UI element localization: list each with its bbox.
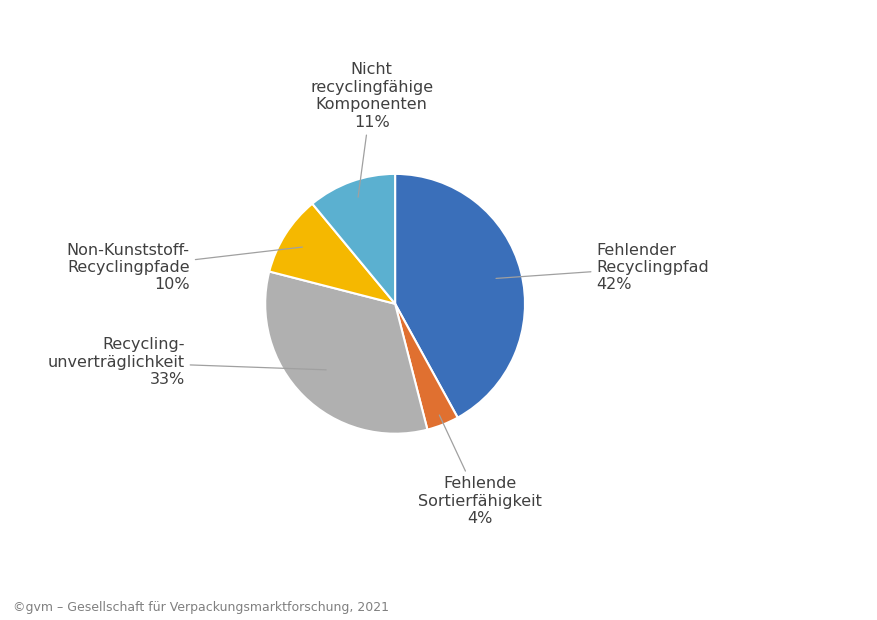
Text: Fehlender
Recyclingpfad
42%: Fehlender Recyclingpfad 42% xyxy=(496,242,709,292)
Wedge shape xyxy=(395,174,524,418)
Text: Non-Kunststoff-
Recyclingpfade
10%: Non-Kunststoff- Recyclingpfade 10% xyxy=(67,242,302,292)
Wedge shape xyxy=(265,272,427,434)
Text: Fehlende
Sortierfähigkeit
4%: Fehlende Sortierfähigkeit 4% xyxy=(417,415,541,526)
Text: Nicht
recyclingfähige
Komponenten
11%: Nicht recyclingfähige Komponenten 11% xyxy=(310,63,432,197)
Text: ©gvm – Gesellschaft für Verpackungsmarktforschung, 2021: ©gvm – Gesellschaft für Verpackungsmarkt… xyxy=(13,601,389,614)
Wedge shape xyxy=(269,204,395,304)
Text: Recycling-
unverträglichkeit
33%: Recycling- unverträglichkeit 33% xyxy=(47,337,326,387)
Wedge shape xyxy=(395,304,457,430)
Wedge shape xyxy=(312,174,395,304)
